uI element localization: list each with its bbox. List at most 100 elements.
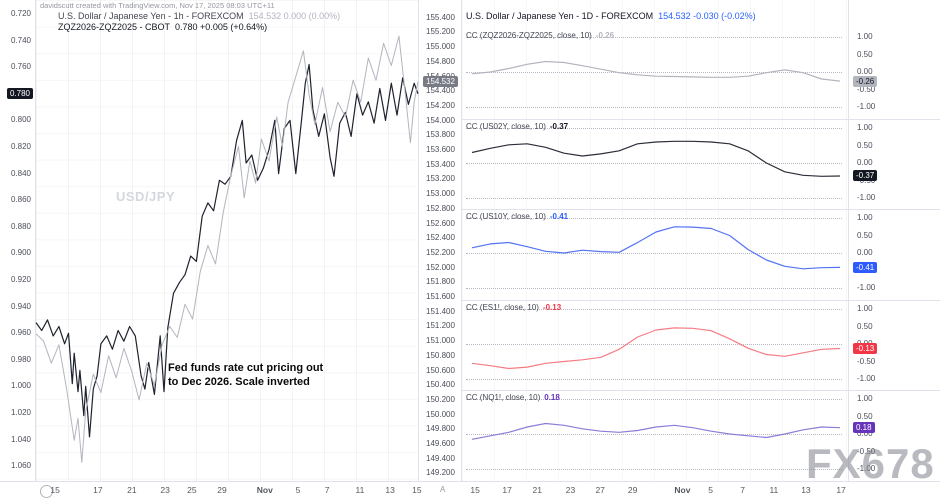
- axis-tick-label: 149.600: [426, 439, 455, 448]
- legend-values: 0.780 +0.005 (+0.64%): [175, 22, 268, 32]
- axis-tick-label: 0.00: [857, 67, 873, 76]
- axis-tick-label: 151.400: [426, 306, 455, 316]
- left-price-scale[interactable]: 0.720 0.740 0.760 0.780 0.800 0.820 0.840 0.860…: [0, 0, 34, 481]
- cc-last-value-badge: -0.37: [853, 170, 878, 182]
- cc-band-line: [466, 253, 842, 254]
- axis-tick-label: 155.200: [426, 27, 455, 37]
- tradingview-logo[interactable]: [40, 485, 53, 498]
- axis-border: [418, 0, 419, 481]
- chart-canvas: [471, 226, 841, 270]
- legend-row-usdjpy-1h[interactable]: U.S. Dollar / Japanese Yen - 1h - FOREXC…: [58, 11, 340, 21]
- axis-tick-label: 151.000: [426, 336, 455, 346]
- axis-tick-label: 152.800: [426, 203, 455, 213]
- chart-canvas: [471, 422, 841, 440]
- cc-legend-row[interactable]: CC (US10Y, close, 10) -0.41: [466, 212, 568, 221]
- fx678-watermark: FX678: [806, 440, 935, 487]
- auto-scale-label: A: [440, 485, 446, 494]
- axis-tick-label: 0.50: [857, 230, 873, 240]
- cc-legend-label: CC (US10Y, close, 10): [466, 212, 546, 221]
- cc-legend-row[interactable]: CC (US02Y, close, 10) -0.37: [466, 122, 568, 131]
- legend-row-usdjpy-1d[interactable]: U.S. Dollar / Japanese Yen - 1D - FOREXC…: [466, 11, 756, 21]
- axis-tick-label: 150.000: [426, 409, 455, 419]
- time-tick-label: Nov: [674, 485, 691, 495]
- legend-row-zq-spread[interactable]: ZQZ2026-ZQZ2025 - CBOT 0.780 +0.005 (+0.6…: [58, 22, 267, 32]
- cc-legend-row[interactable]: CC (ZQZ2026-ZQZ2025, close, 10) -0.26: [466, 31, 614, 40]
- axis-tick-label: 0.00: [857, 429, 873, 438]
- axis-tick-label: 151.600: [426, 292, 455, 301]
- axis-tick-label: 0.980: [10, 354, 31, 364]
- cc-band-line: [466, 399, 842, 400]
- axis-tick-label: 151.200: [426, 321, 455, 331]
- axis-tick-label: -1.00: [857, 283, 876, 292]
- chart-canvas: [471, 140, 841, 177]
- axis-tick-label: 0.760: [10, 62, 31, 72]
- cc-band-line: [466, 163, 842, 164]
- time-tick-label: Nov: [256, 485, 273, 495]
- axis-tick-label: 0.00: [857, 248, 873, 257]
- axis-tick-label: 0.960: [10, 328, 31, 338]
- time-tick-label: 15: [412, 485, 422, 495]
- right-chart-plot[interactable]: CC (ZQZ2026-ZQZ2025, close, 10) -0.26 CC (…: [462, 0, 848, 481]
- axis-tick-label: 154.200: [426, 100, 455, 110]
- time-tick-label: 17: [93, 485, 103, 495]
- annotation-text: Fed funds rate cut pricing out to Dec 20…: [168, 362, 324, 388]
- time-axis[interactable]: A 15 17 21 23 25 29 Nov 5 7 11 13 15 15 17 21 23 27 29 Nov…: [0, 482, 940, 500]
- axis-tick-label: -1.00: [857, 193, 876, 202]
- cc-legend-label: CC (NQ1!, close, 10): [466, 393, 541, 402]
- cc-band-line: [466, 37, 842, 38]
- cc-legend-label: CC (ZQZ2026-ZQZ2025, close, 10): [466, 31, 592, 40]
- time-tick-label: 7: [740, 485, 745, 495]
- axis-tick-label: 154.000: [426, 115, 455, 125]
- axis-tick-label: -0.50: [857, 84, 876, 94]
- subpanel-divider: [462, 209, 848, 210]
- right-cc-scale[interactable]: 1.00 0.50 0.00 -0.50 -1.00 -0.26 1.00 0.50 0.00 -…: [849, 0, 940, 481]
- cc-legend-row[interactable]: CC (NQ1!, close, 10) 0.18: [466, 393, 560, 402]
- time-tick-label: 27: [595, 485, 605, 495]
- symbol-watermark: USD/JPY: [116, 189, 176, 204]
- axis-tick-label: -1.00: [857, 464, 876, 473]
- subpanel-divider: [462, 300, 848, 301]
- axis-tick-label: 0.50: [857, 411, 873, 421]
- axis-tick-label: 153.400: [426, 159, 455, 169]
- time-axis-border: [0, 481, 940, 482]
- axis-tick-label: 1.00: [857, 32, 873, 41]
- subpanel-divider: [849, 119, 940, 120]
- axis-tick-label: 0.800: [10, 115, 31, 125]
- cc-band-line: [466, 72, 842, 73]
- axis-tick-label: 155.400: [426, 12, 455, 22]
- axis-tick-label: 155.000: [426, 42, 455, 52]
- cc-band-line: [466, 218, 842, 219]
- chart-canvas: [471, 327, 841, 370]
- axis-tick-label: 150.800: [426, 350, 455, 360]
- legend-title: U.S. Dollar / Japanese Yen - 1D - FOREXC…: [466, 11, 654, 21]
- series-line-spread: [35, 63, 419, 438]
- axis-tick-label: 152.200: [426, 247, 455, 257]
- axis-tick-label: 0.740: [10, 35, 31, 45]
- axis-tick-label: 1.00: [857, 123, 873, 132]
- axis-tick-label: 0.50: [857, 140, 873, 150]
- cc-band-line: [466, 198, 842, 199]
- cc-last-value-badge: -0.41: [853, 261, 878, 273]
- axis-tick-label: 149.400: [426, 453, 455, 463]
- subpanel-divider: [462, 119, 848, 120]
- subpanel-divider: [849, 390, 940, 391]
- cc-legend-row[interactable]: CC (ES1!, close, 10) -0.13: [466, 303, 561, 312]
- credit-text: davidscutt created with TradingView.com,…: [40, 1, 275, 10]
- axis-tick-label: 1.00: [857, 304, 873, 313]
- cc-band-line: [466, 434, 842, 435]
- left-chart-plot[interactable]: USD/JPY Fed funds rate cut pricing out t…: [35, 0, 419, 481]
- cc-band-line: [466, 128, 842, 129]
- time-tick-label: 15: [470, 485, 480, 495]
- axis-tick-label: 0.720: [10, 9, 31, 18]
- axis-tick-label: 0.00: [857, 158, 873, 167]
- axis-tick-label: -0.50: [857, 446, 876, 456]
- mid-price-scale[interactable]: 155.400155.200155.000154.800154.600154.4…: [420, 0, 461, 481]
- time-tick-label: 23: [160, 485, 170, 495]
- cc-series-line: [471, 226, 841, 270]
- axis-tick-label: 150.600: [426, 365, 455, 375]
- axis-tick-label: 0.880: [10, 221, 31, 231]
- last-value-badge-price: 154.532: [423, 75, 458, 87]
- axis-border: [848, 0, 849, 481]
- axis-tick-label: 152.600: [426, 218, 455, 228]
